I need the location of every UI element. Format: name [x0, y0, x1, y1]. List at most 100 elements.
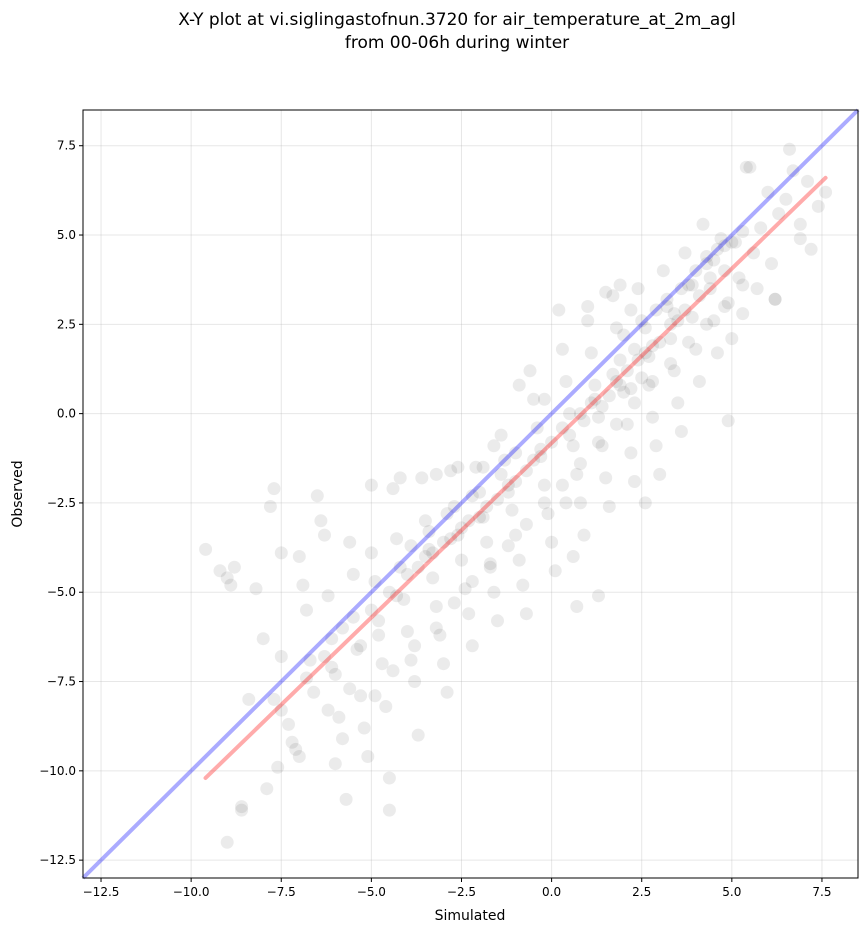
scatter-point: [364, 603, 378, 617]
scatter-point: [689, 342, 703, 356]
scatter-point: [346, 610, 360, 624]
scatter-point: [646, 375, 659, 388]
scatter-point: [653, 467, 667, 481]
scatter-point: [653, 335, 667, 349]
scatter-point: [400, 567, 414, 581]
scatter-point: [256, 632, 270, 646]
scatter-point: [555, 342, 569, 356]
scatter-point: [372, 628, 386, 642]
scatter-point: [530, 421, 544, 435]
scatter-point: [779, 192, 793, 206]
scatter-point: [339, 792, 353, 806]
scatter-point: [718, 239, 732, 253]
grid-lines: [83, 110, 858, 878]
scatter-point: [674, 425, 688, 438]
y-tick-label: 2.5: [57, 317, 76, 331]
scatter-point: [721, 296, 735, 310]
plot-area-frame: [82, 109, 859, 879]
scatter-point: [710, 242, 724, 256]
scatter-point: [660, 292, 674, 306]
scatter-point: [354, 639, 368, 653]
scatter-point: [631, 353, 645, 367]
scatter-point: [285, 735, 299, 749]
scatter-point: [437, 657, 450, 671]
scatter-point: [613, 353, 627, 367]
x-tick-label: −5.0: [357, 885, 386, 899]
scatter-point: [617, 385, 631, 399]
scatter-point: [368, 575, 382, 588]
scatter-point: [368, 689, 382, 703]
scatter-point: [411, 728, 425, 742]
scatter-point: [689, 264, 703, 278]
scatter-point: [473, 510, 486, 524]
scatter-point: [422, 525, 436, 538]
scatter-point: [602, 389, 616, 403]
scatter-points: [199, 142, 833, 849]
scatter-point: [674, 282, 688, 296]
scatter-point: [501, 539, 515, 553]
scatter-point: [793, 217, 807, 231]
scatter-point: [462, 607, 476, 621]
scatter-point: [404, 653, 418, 667]
scatter-point: [772, 207, 786, 221]
scatter-point: [573, 496, 587, 510]
scatter-point: [321, 589, 335, 603]
scatter-point: [447, 500, 461, 513]
scatter-point: [646, 410, 659, 424]
scatter-point: [617, 328, 631, 342]
scatter-point: [692, 375, 706, 388]
x-tick-label: 0.0: [542, 885, 561, 899]
y-tick-label: 5.0: [57, 228, 76, 242]
scatter-point: [433, 628, 447, 642]
scatter-point: [199, 542, 213, 556]
scatter-point: [537, 392, 551, 406]
scatter-point: [519, 464, 533, 478]
scatter-point: [624, 303, 638, 317]
scatter-point: [408, 675, 422, 688]
x-tick-label: −12.5: [83, 885, 120, 899]
scatter-point: [465, 639, 479, 653]
scatter-point: [418, 514, 432, 528]
scatter-point: [570, 600, 584, 613]
scatter-point: [519, 607, 533, 621]
scatter-point: [318, 650, 331, 663]
scatter-point: [480, 500, 494, 513]
scatter-point: [274, 650, 288, 663]
scatter-point: [379, 700, 393, 713]
scatter-point: [811, 199, 825, 213]
y-axis-label: Observed: [10, 460, 26, 527]
scatter-point: [714, 232, 728, 246]
y-tick-label: −5.0: [47, 585, 76, 599]
scatter-point: [646, 339, 659, 353]
scatter-point: [318, 528, 331, 542]
scatter-point: [682, 278, 696, 292]
scatter-point: [444, 532, 458, 546]
scatter-point: [667, 364, 681, 378]
scatter-point: [768, 292, 782, 306]
scatter-point: [624, 446, 638, 460]
scatter-point: [404, 539, 418, 553]
scatter-point: [505, 503, 519, 517]
scatter-point: [509, 446, 523, 460]
scatter-point: [361, 750, 375, 763]
scatter-point: [509, 475, 523, 488]
scatter-point: [664, 357, 678, 371]
scatter-point: [523, 364, 537, 378]
scatter-point: [282, 717, 295, 731]
scatter-point: [592, 589, 605, 603]
scatter-point: [566, 550, 580, 563]
y-tick-label: 7.5: [57, 139, 76, 153]
scatter-point: [386, 482, 400, 496]
scatter-point: [570, 467, 584, 481]
y-tick-label: −2.5: [47, 496, 76, 510]
scatter-point: [725, 332, 739, 346]
y-tick-label: −10.0: [39, 764, 76, 778]
scatter-point: [332, 710, 346, 724]
scatter-point: [451, 460, 465, 474]
scatter-point: [682, 335, 696, 349]
scatter-point: [606, 367, 620, 381]
scatter-point: [267, 482, 281, 496]
x-tick-label: 2.5: [632, 885, 651, 899]
scatter-point: [541, 507, 555, 521]
